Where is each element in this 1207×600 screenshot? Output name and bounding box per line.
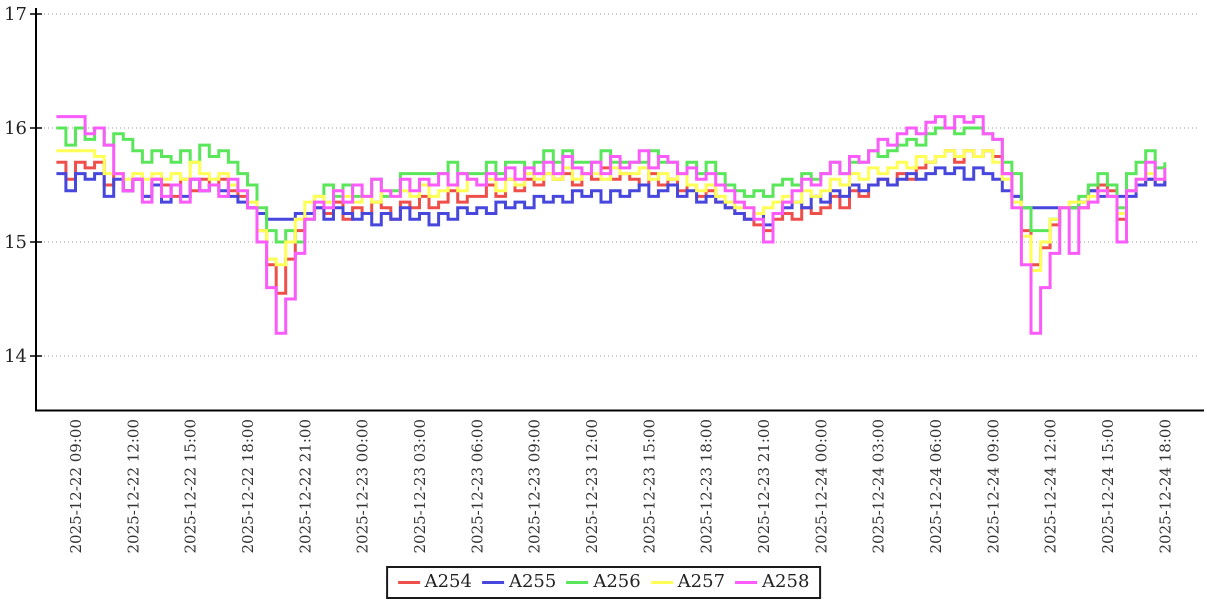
legend-swatch-A255 (481, 580, 504, 584)
y-tick-label: 16 (4, 118, 27, 139)
legend-swatch-A258 (735, 580, 758, 584)
x-tick-label: 2025-12-24 03:00 (870, 419, 888, 553)
x-tick-label: 2025-12-24 15:00 (1099, 419, 1117, 553)
series-line-A255 (56, 166, 1167, 227)
horizontal-gridlines (36, 13, 1197, 357)
series-lines (56, 115, 1167, 335)
x-tick-label: 2025-12-23 12:00 (583, 419, 601, 553)
legend-item-A256: A256 (566, 571, 641, 592)
legend-swatch-A254 (397, 580, 420, 584)
x-axis-labels: 2025-12-22 09:00 2025-12-22 12:00 2025-12-… (67, 419, 1174, 553)
x-tick-label: 2025-12-24 09:00 (984, 419, 1002, 553)
x-tick-label: 2025-12-23 21:00 (755, 419, 773, 553)
legend-item-A255: A255 (481, 571, 557, 592)
legend-item-A258: A258 (735, 573, 809, 591)
x-tick-label: 2025-12-23 06:00 (468, 419, 486, 553)
legend-swatch-A257 (650, 580, 673, 584)
y-tick-label: 17 (4, 4, 27, 25)
x-tick-label: 2025-12-22 15:00 (182, 419, 200, 553)
x-tick-label: 2025-12-23 09:00 (526, 419, 544, 553)
x-tick-label: 2025-12-24 18:00 (1156, 419, 1174, 553)
x-tick-label: 2025-12-24 12:00 (1042, 419, 1060, 553)
x-tick-label: 2025-12-22 18:00 (239, 419, 257, 553)
x-tick-label: 2025-12-24 00:00 (812, 419, 830, 553)
x-tick-label: 2025-12-23 00:00 (354, 419, 372, 553)
legend-item-A257: A257 (650, 571, 726, 592)
series-line-A256 (56, 126, 1167, 244)
legend-label: A255 (508, 571, 557, 592)
x-tick-label: 2025-12-23 18:00 (698, 419, 716, 553)
y-axis-labels: 17 16 15 14 (4, 4, 27, 367)
series-line-A258 (56, 115, 1167, 335)
x-tick-label: 2025-12-22 12:00 (124, 419, 142, 553)
legend-label: A254 (424, 571, 472, 592)
x-tick-label: 2025-12-22 21:00 (296, 419, 314, 553)
axes (35, 8, 1204, 412)
x-tick-label: 2025-12-23 03:00 (411, 419, 429, 553)
y-tick-label: 14 (4, 346, 27, 367)
legend-swatch-A256 (566, 580, 589, 584)
legend-box: A254 A255 A256 A257 A258 (385, 566, 822, 599)
legend-label: A258 (762, 571, 810, 592)
x-tick-label: 2025-12-22 09:00 (67, 419, 85, 553)
x-tick-label: 2025-12-24 06:00 (927, 419, 945, 553)
legend-label: A256 (593, 571, 641, 592)
x-tick-label: 2025-12-23 15:00 (640, 419, 658, 553)
legend-item-A254: A254 (397, 571, 472, 592)
y-tick-label: 15 (4, 232, 27, 253)
legend-label: A257 (677, 571, 726, 592)
